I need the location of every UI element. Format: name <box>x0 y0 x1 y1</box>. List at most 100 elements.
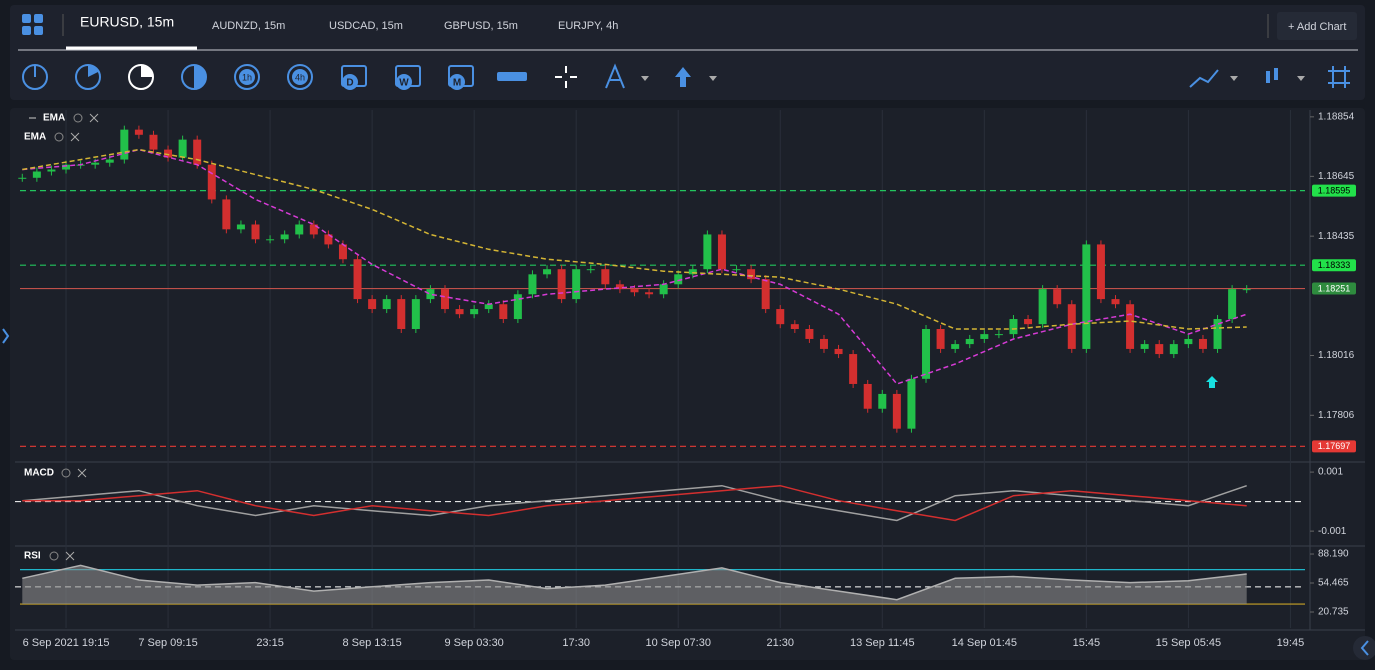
x-tick-label: 19:45 <box>1277 637 1305 649</box>
legend-entry: EMA <box>24 132 46 143</box>
indicator-title: RSI <box>24 551 41 562</box>
timeframe-icon[interactable] <box>287 64 313 90</box>
candle <box>528 274 537 295</box>
layout-icon[interactable] <box>22 14 43 35</box>
series-line <box>22 148 1247 385</box>
y-tick-label: 54.465 <box>1318 578 1349 589</box>
close-icon[interactable] <box>77 468 87 478</box>
candle <box>936 328 945 349</box>
timeframe-icon[interactable] <box>234 64 260 90</box>
tab[interactable]: GBPUSD, 15m <box>444 20 518 32</box>
candle <box>426 289 435 300</box>
settings-icon[interactable] <box>49 551 59 561</box>
candle <box>1184 338 1193 345</box>
price-label: 1.18333 <box>1318 260 1351 270</box>
y-tick-label: -0.001 <box>1318 526 1347 537</box>
candle <box>863 383 872 409</box>
grid-icon[interactable] <box>1328 66 1350 88</box>
candle <box>470 309 479 315</box>
candle <box>630 289 639 293</box>
candle <box>18 177 27 179</box>
candle <box>645 292 654 295</box>
settings-icon[interactable] <box>61 468 71 478</box>
settings-icon[interactable] <box>54 132 64 142</box>
tab[interactable]: AUDNZD, 15m <box>212 20 285 32</box>
price-label-box <box>1312 440 1356 453</box>
candle <box>951 344 960 349</box>
close-icon[interactable] <box>70 132 80 142</box>
candle <box>1067 304 1076 349</box>
y-tick-label: 88.190 <box>1318 549 1349 560</box>
candle <box>207 164 216 200</box>
close-icon[interactable] <box>89 113 99 123</box>
x-tick-label: 17:30 <box>562 637 590 649</box>
candle <box>819 338 828 349</box>
candle <box>266 239 275 241</box>
timeframe-label[interactable]: 1h <box>242 72 252 82</box>
y-tick-label: 1.18016 <box>1318 350 1355 361</box>
calendar-icon[interactable] <box>341 65 367 90</box>
candle <box>120 129 129 160</box>
x-tick-label: 13 Sep 11:45 <box>850 637 915 649</box>
x-tick-label: 9 Sep 03:30 <box>444 637 503 649</box>
signal-arrow <box>1206 376 1218 388</box>
timeframe-icon[interactable] <box>128 64 154 90</box>
candle <box>499 304 508 320</box>
tab[interactable]: EURJPY, 4h <box>558 20 618 32</box>
period-label[interactable]: M <box>453 78 461 89</box>
timeframe-icon[interactable] <box>75 64 101 90</box>
candle <box>1009 319 1018 335</box>
draw-icon[interactable] <box>605 63 649 89</box>
y-tick-label: 1.17806 <box>1318 410 1355 421</box>
candle <box>411 299 420 329</box>
tab[interactable]: USDCAD, 15m <box>329 20 403 32</box>
y-tick-label: 1.18854 <box>1318 111 1355 122</box>
x-tick-label: 23:15 <box>256 637 284 649</box>
candle <box>543 269 552 275</box>
arrow-icon[interactable] <box>675 67 717 87</box>
period-label[interactable]: W <box>399 78 409 89</box>
crosshair-icon[interactable] <box>555 66 577 88</box>
timeframe-icon[interactable] <box>181 64 207 90</box>
candle <box>164 149 173 158</box>
candle <box>732 269 741 271</box>
period-label[interactable]: D <box>346 78 353 89</box>
calendar-icon[interactable] <box>395 65 421 90</box>
candle <box>674 274 683 285</box>
toolbar: 1h 4h D W M <box>22 63 1350 90</box>
candle <box>338 244 347 260</box>
chart: 1.18854 1.18645 1.18435 1.18016 1.17806 1.185… <box>18 111 1356 453</box>
candle-type-icon[interactable] <box>1266 68 1305 83</box>
candle <box>805 328 814 339</box>
candle <box>1169 344 1178 355</box>
expand-left[interactable] <box>2 328 10 344</box>
candle <box>717 234 726 270</box>
timeframe-icon[interactable] <box>22 64 48 90</box>
scroll-arrow <box>1360 640 1369 656</box>
timeframe-label[interactable]: 4h <box>295 72 305 82</box>
add-chart-label[interactable]: + Add Chart <box>1288 21 1346 33</box>
y-tick-label: 20.735 <box>1318 607 1349 618</box>
scroll-button[interactable] <box>1353 636 1375 660</box>
close-icon[interactable] <box>65 551 75 561</box>
candle <box>251 224 260 240</box>
line-type-icon[interactable] <box>1189 69 1238 88</box>
candle <box>907 378 916 429</box>
tab[interactable]: EURUSD, 15m <box>80 14 174 30</box>
calendar-icon[interactable] <box>448 65 474 90</box>
settings-icon[interactable] <box>73 113 83 123</box>
candle <box>1053 289 1062 305</box>
candle <box>659 284 668 295</box>
candle <box>572 269 581 300</box>
add-chart-button[interactable] <box>1277 12 1357 40</box>
candle <box>62 164 71 170</box>
y-tick-label: 1.18435 <box>1318 231 1355 242</box>
chart-panel <box>10 108 1365 660</box>
ruler-icon[interactable] <box>497 72 527 81</box>
candle <box>236 224 245 230</box>
candle <box>193 139 202 165</box>
candle <box>513 294 522 320</box>
candle <box>688 269 697 275</box>
candle <box>1140 344 1149 349</box>
candle <box>1198 338 1207 349</box>
